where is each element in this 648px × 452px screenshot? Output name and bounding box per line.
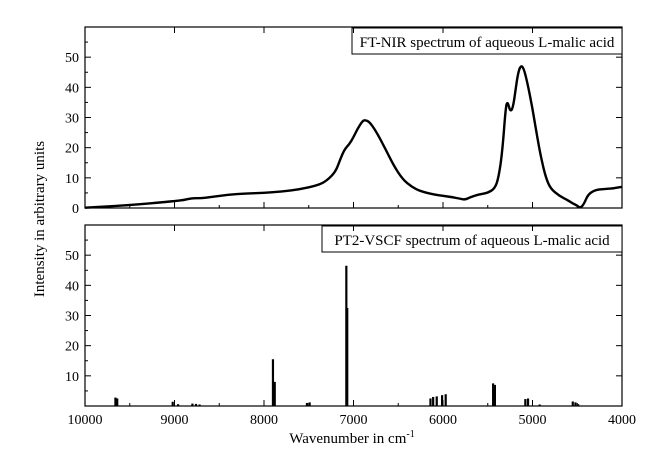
ftnir-y-tick-label: 0: [72, 202, 79, 217]
ftnir-y-tick-label: 30: [65, 112, 79, 127]
x-axis-label-main: Wavenumber in cm: [289, 431, 406, 447]
ftnir-spectrum-line: [84, 65, 623, 209]
ftnir-x-ticks: [84, 27, 623, 208]
x-axis-label: Wavenumber in cm-1: [289, 429, 414, 447]
pt2vscf-y-ticks: 10 20 30 40 50: [65, 239, 622, 392]
pt2vscf-x-tick-label: 8000: [250, 413, 278, 428]
ftnir-y-ticks: 0 10 20 30 40 50: [65, 41, 622, 217]
ftnir-y-tick-label: 40: [65, 81, 79, 96]
ftnir-title-box: [351, 27, 623, 55]
pt2vscf-y-tick-label: 40: [65, 279, 79, 294]
pt2vscf-x-tick-label: 5000: [519, 413, 547, 428]
pt2vscf-y-tick-label: 20: [65, 340, 79, 355]
ftnir-y-tick-label: 20: [65, 142, 79, 157]
ftnir-title: FT-NIR spectrum of aqueous L-malic acid: [360, 35, 615, 51]
pt2vscf-x-tick-label: 9000: [161, 413, 189, 428]
ftnir-y-tick-label: 50: [65, 51, 79, 66]
ftnir-panel: FT-NIR spectrum of aqueous L-malic acid …: [65, 26, 623, 217]
pt2vscf-y-tick-label: 50: [65, 249, 79, 264]
pt2vscf-y-tick-label: 30: [65, 310, 79, 325]
pt2vscf-x-tick-label: 4000: [608, 413, 636, 428]
pt2vscf-x-tick-label: 10000: [68, 413, 103, 428]
x-axis-label-superscript: -1: [406, 429, 414, 440]
pt2vscf-panel: PT2-VSCF spectrum of aqueous L-malic aci…: [65, 224, 636, 428]
y-axis-label: Intensity in arbitrary units: [32, 141, 48, 297]
pt2vscf-x-ticks: 10000 9000 8000 7000 6000 5000 4000: [68, 225, 636, 428]
pt2vscf-y-tick-label: 10: [65, 370, 79, 385]
pt2vscf-title-box: [321, 225, 623, 253]
pt2vscf-title: PT2-VSCF spectrum of aqueous L-malic aci…: [334, 233, 610, 249]
ftnir-y-tick-label: 10: [65, 172, 79, 187]
pt2vscf-stick-lines: [114, 265, 580, 406]
pt2vscf-x-tick-label: 6000: [429, 413, 457, 428]
pt2vscf-x-tick-label: 7000: [340, 413, 368, 428]
